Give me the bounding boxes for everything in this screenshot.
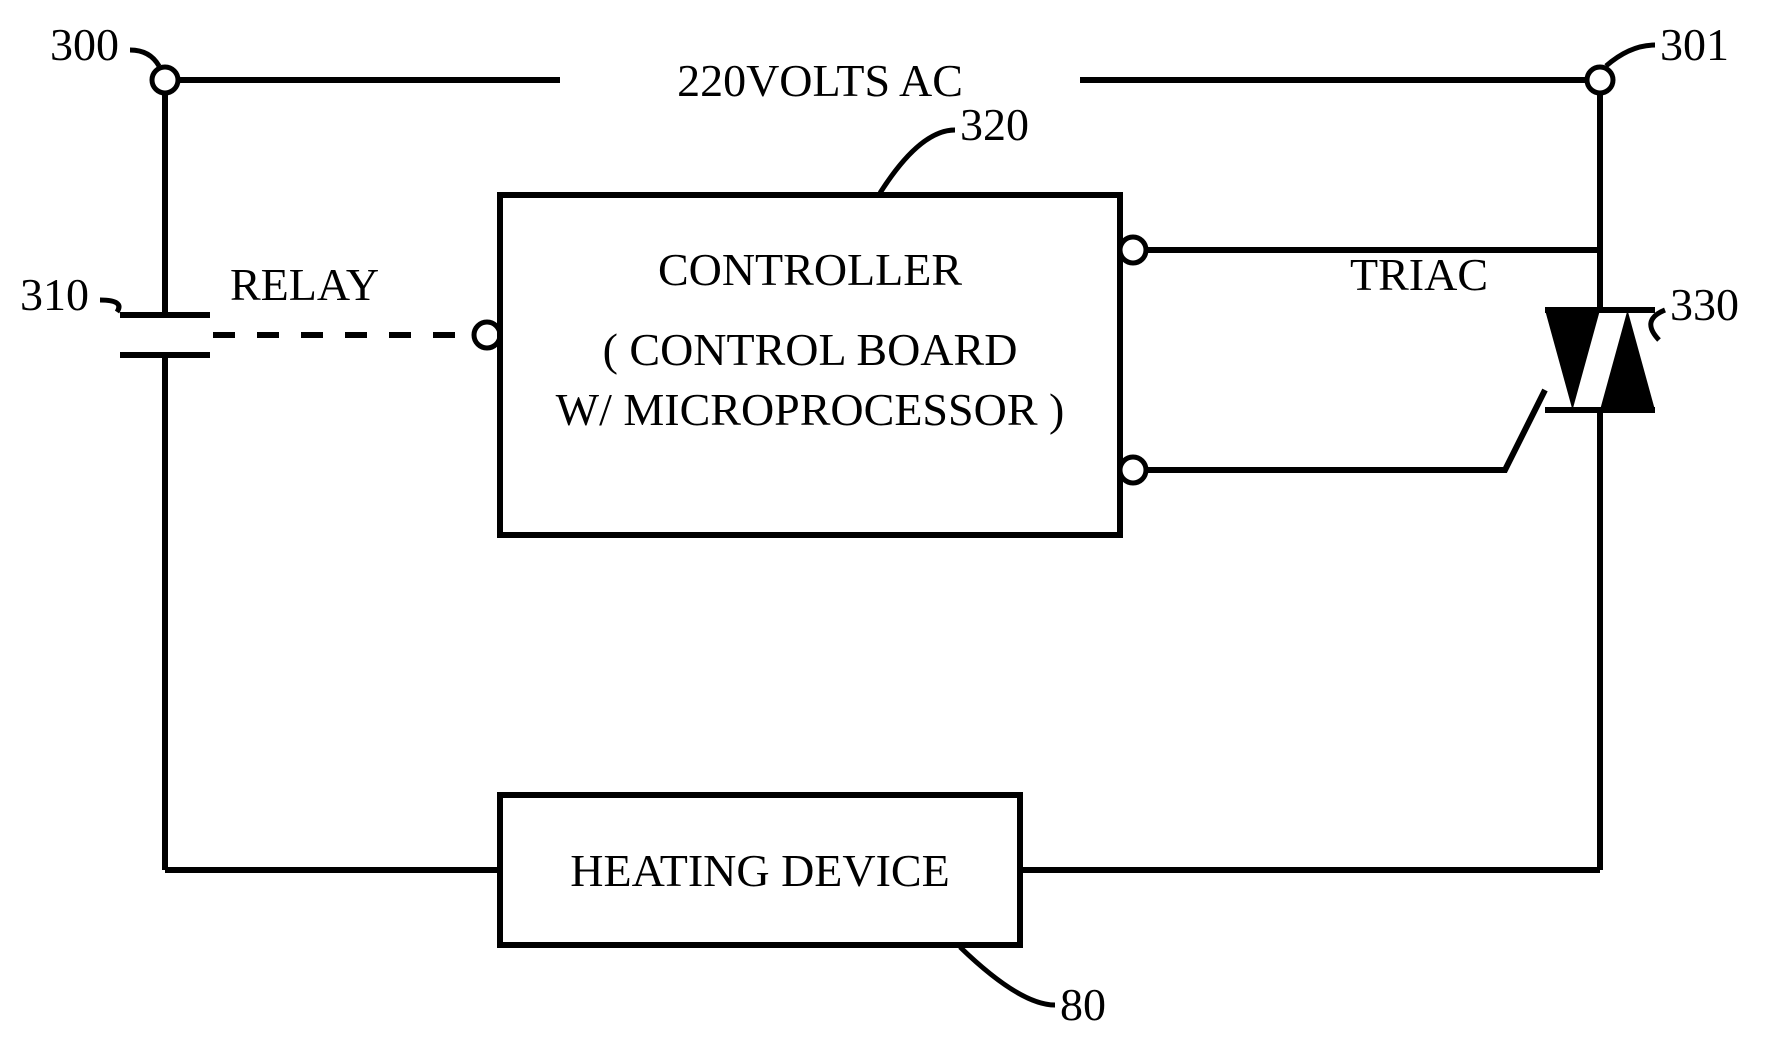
controller-port-left [474, 322, 500, 348]
controller-port-rt [1120, 237, 1146, 263]
controller-sub1: ( CONTROL BOARD [603, 324, 1018, 375]
ctrl-to-triac-gate [1146, 390, 1545, 470]
ref-330: 330 [1670, 279, 1739, 330]
ref-310: 310 [20, 269, 89, 320]
heater-label: HEATING DEVICE [570, 845, 949, 896]
controller-sub2: W/ MICROPROCESSOR ) [556, 384, 1065, 435]
leader-80 [960, 947, 1055, 1005]
relay-label: RELAY [230, 259, 379, 310]
ref-301: 301 [1660, 19, 1729, 70]
leader-310 [100, 300, 119, 312]
controller-port-rb [1120, 457, 1146, 483]
leader-320 [880, 130, 955, 193]
power-label: 220VOLTS AC [677, 55, 963, 106]
triac-tri-right [1600, 310, 1655, 410]
ref-300: 300 [50, 19, 119, 70]
leader-301 [1606, 45, 1655, 66]
leader-300 [130, 50, 159, 66]
power-right-terminal [1587, 67, 1613, 93]
triac-tri-left [1545, 310, 1600, 410]
triac-label: TRIAC [1350, 249, 1488, 300]
leader-330 [1651, 310, 1665, 340]
power-left-terminal [152, 67, 178, 93]
ref-80: 80 [1060, 979, 1106, 1030]
controller-title: CONTROLLER [658, 244, 962, 295]
ref-320: 320 [960, 99, 1029, 150]
